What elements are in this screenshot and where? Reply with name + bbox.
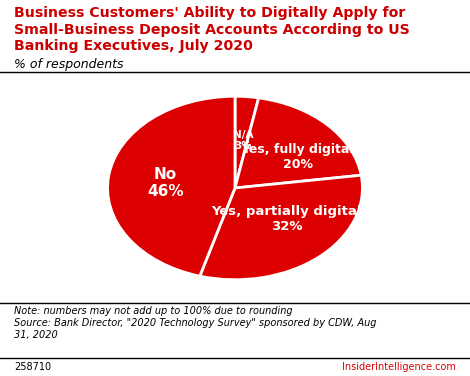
Text: 258710: 258710 [14, 362, 51, 372]
Text: Banking Executives, July 2020: Banking Executives, July 2020 [14, 39, 253, 53]
Text: InsiderIntelligence.com: InsiderIntelligence.com [342, 362, 456, 372]
Wedge shape [235, 96, 258, 188]
Text: No
46%: No 46% [147, 167, 184, 199]
Text: Small-Business Deposit Accounts According to US: Small-Business Deposit Accounts Accordin… [14, 23, 410, 36]
Text: Business Customers' Ability to Digitally Apply for: Business Customers' Ability to Digitally… [14, 6, 406, 20]
Text: % of respondents: % of respondents [14, 58, 124, 71]
Text: N/A
3%: N/A 3% [233, 130, 254, 152]
Wedge shape [108, 96, 235, 276]
Wedge shape [235, 98, 361, 188]
Text: Yes, fully digital
20%: Yes, fully digital 20% [242, 143, 354, 171]
Text: Note: numbers may not add up to 100% due to rounding
Source: Bank Director, "202: Note: numbers may not add up to 100% due… [14, 306, 376, 340]
Text: Yes, partially digital
32%: Yes, partially digital 32% [212, 205, 362, 233]
Wedge shape [200, 175, 362, 280]
